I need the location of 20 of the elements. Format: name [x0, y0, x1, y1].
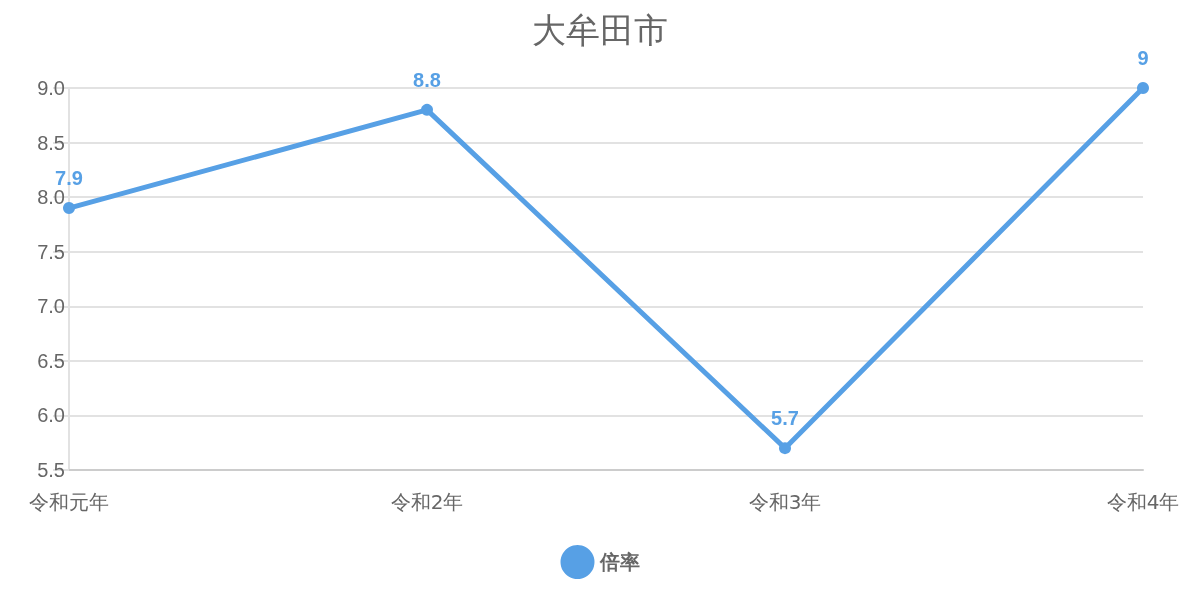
point: [63, 202, 75, 215]
x-tick-label: 令和3年: [748, 490, 822, 514]
y-tick-label: 6.5: [37, 349, 65, 372]
data-label: 9: [1137, 47, 1149, 69]
y-tick-label: 9.0: [37, 77, 65, 99]
data-label: 5.7: [771, 407, 799, 430]
point: [1137, 82, 1149, 94]
y-tick-label: 8.5: [37, 131, 65, 154]
y-tick-label: 5.5: [37, 459, 65, 481]
x-tick-label: 令和4年: [1106, 490, 1180, 514]
x-tick-label: 令和2年: [390, 490, 464, 514]
y-tick-label: 7.0: [37, 295, 65, 318]
point: [421, 103, 433, 116]
y-tick-label: 7.5: [37, 240, 65, 263]
y-tick-label: 6.0: [37, 404, 65, 427]
data-label: 8.8: [413, 68, 441, 91]
x-tick-label: 令和元年: [29, 490, 109, 514]
legend-label: 倍率: [598, 550, 640, 574]
chart-title: 大牟田市: [532, 10, 668, 50]
point: [779, 442, 791, 455]
